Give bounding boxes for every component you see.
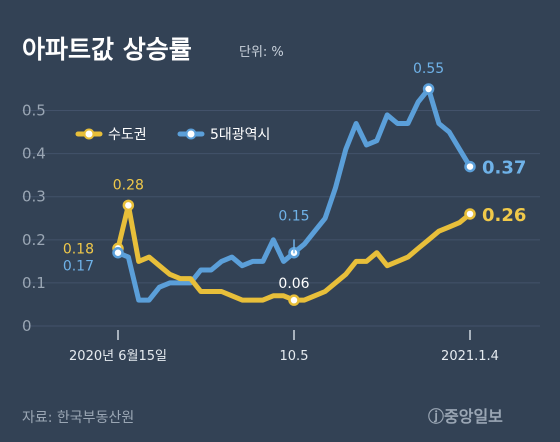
y-tick-label: 0.2 — [22, 231, 46, 249]
x-tick-label: 2021.1.4 — [441, 349, 499, 364]
publisher-logo: ⓙ중앙일보 — [428, 407, 503, 426]
data-label: 0.18 — [63, 241, 94, 257]
x-axis: 2020년 6월15일 10.5 2021.1.4 — [69, 330, 499, 364]
legend: 수도권 5대광역시 — [75, 127, 270, 143]
legend-label-metro: 5대광역시 — [210, 127, 270, 143]
legend-marker-metro — [185, 128, 197, 140]
y-tick-label: 0.5 — [22, 102, 46, 120]
unit-label: 단위: % — [239, 45, 284, 60]
y-tick-label: 0.1 — [22, 274, 46, 292]
data-point-marker — [422, 83, 435, 95]
source-note: 자료: 한국부동산원 — [22, 410, 134, 426]
data-label: 0.55 — [413, 61, 444, 77]
legend-marker-capital — [83, 128, 95, 140]
y-tick-label: 0.4 — [22, 145, 46, 163]
data-label: 0.15 — [278, 209, 309, 225]
data-point-marker — [288, 294, 300, 306]
y-tick-label: 0 — [22, 317, 32, 335]
grid — [22, 110, 540, 327]
y-axis: 0 0.1 0.2 0.3 0.4 0.5 — [22, 102, 46, 335]
legend-label-capital: 수도권 — [108, 127, 147, 143]
data-point-marker — [464, 160, 476, 173]
chart-title: 아파트값 상승률 — [22, 35, 192, 64]
data-label-group: 0.18 0.28 0.17 0.06 0.15 0.55 0.26 0.37 — [63, 61, 527, 292]
data-label: 0.06 — [278, 276, 309, 292]
series-line-metro — [115, 86, 473, 303]
y-tick-label: 0.3 — [22, 188, 46, 206]
x-tick-label: 10.5 — [280, 349, 309, 364]
x-tick-label: 2020년 6월15일 — [69, 349, 167, 364]
data-label: 0.37 — [482, 158, 526, 179]
data-point-marker — [112, 246, 124, 259]
data-label: 0.26 — [482, 205, 526, 226]
data-point-marker — [464, 208, 476, 220]
series-group — [115, 86, 473, 303]
data-label: 0.17 — [63, 259, 94, 275]
data-label: 0.28 — [113, 177, 144, 193]
data-point-marker — [122, 199, 135, 212]
